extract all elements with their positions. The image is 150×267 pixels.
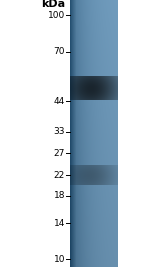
Text: 22: 22 — [54, 171, 65, 179]
Text: 100: 100 — [48, 10, 65, 19]
Text: 70: 70 — [54, 48, 65, 57]
Text: 14: 14 — [54, 218, 65, 227]
Text: 18: 18 — [54, 191, 65, 201]
Text: 33: 33 — [54, 128, 65, 136]
Text: 44: 44 — [54, 96, 65, 105]
Text: 10: 10 — [54, 254, 65, 264]
Text: kDa: kDa — [41, 0, 65, 9]
Text: 27: 27 — [54, 148, 65, 158]
